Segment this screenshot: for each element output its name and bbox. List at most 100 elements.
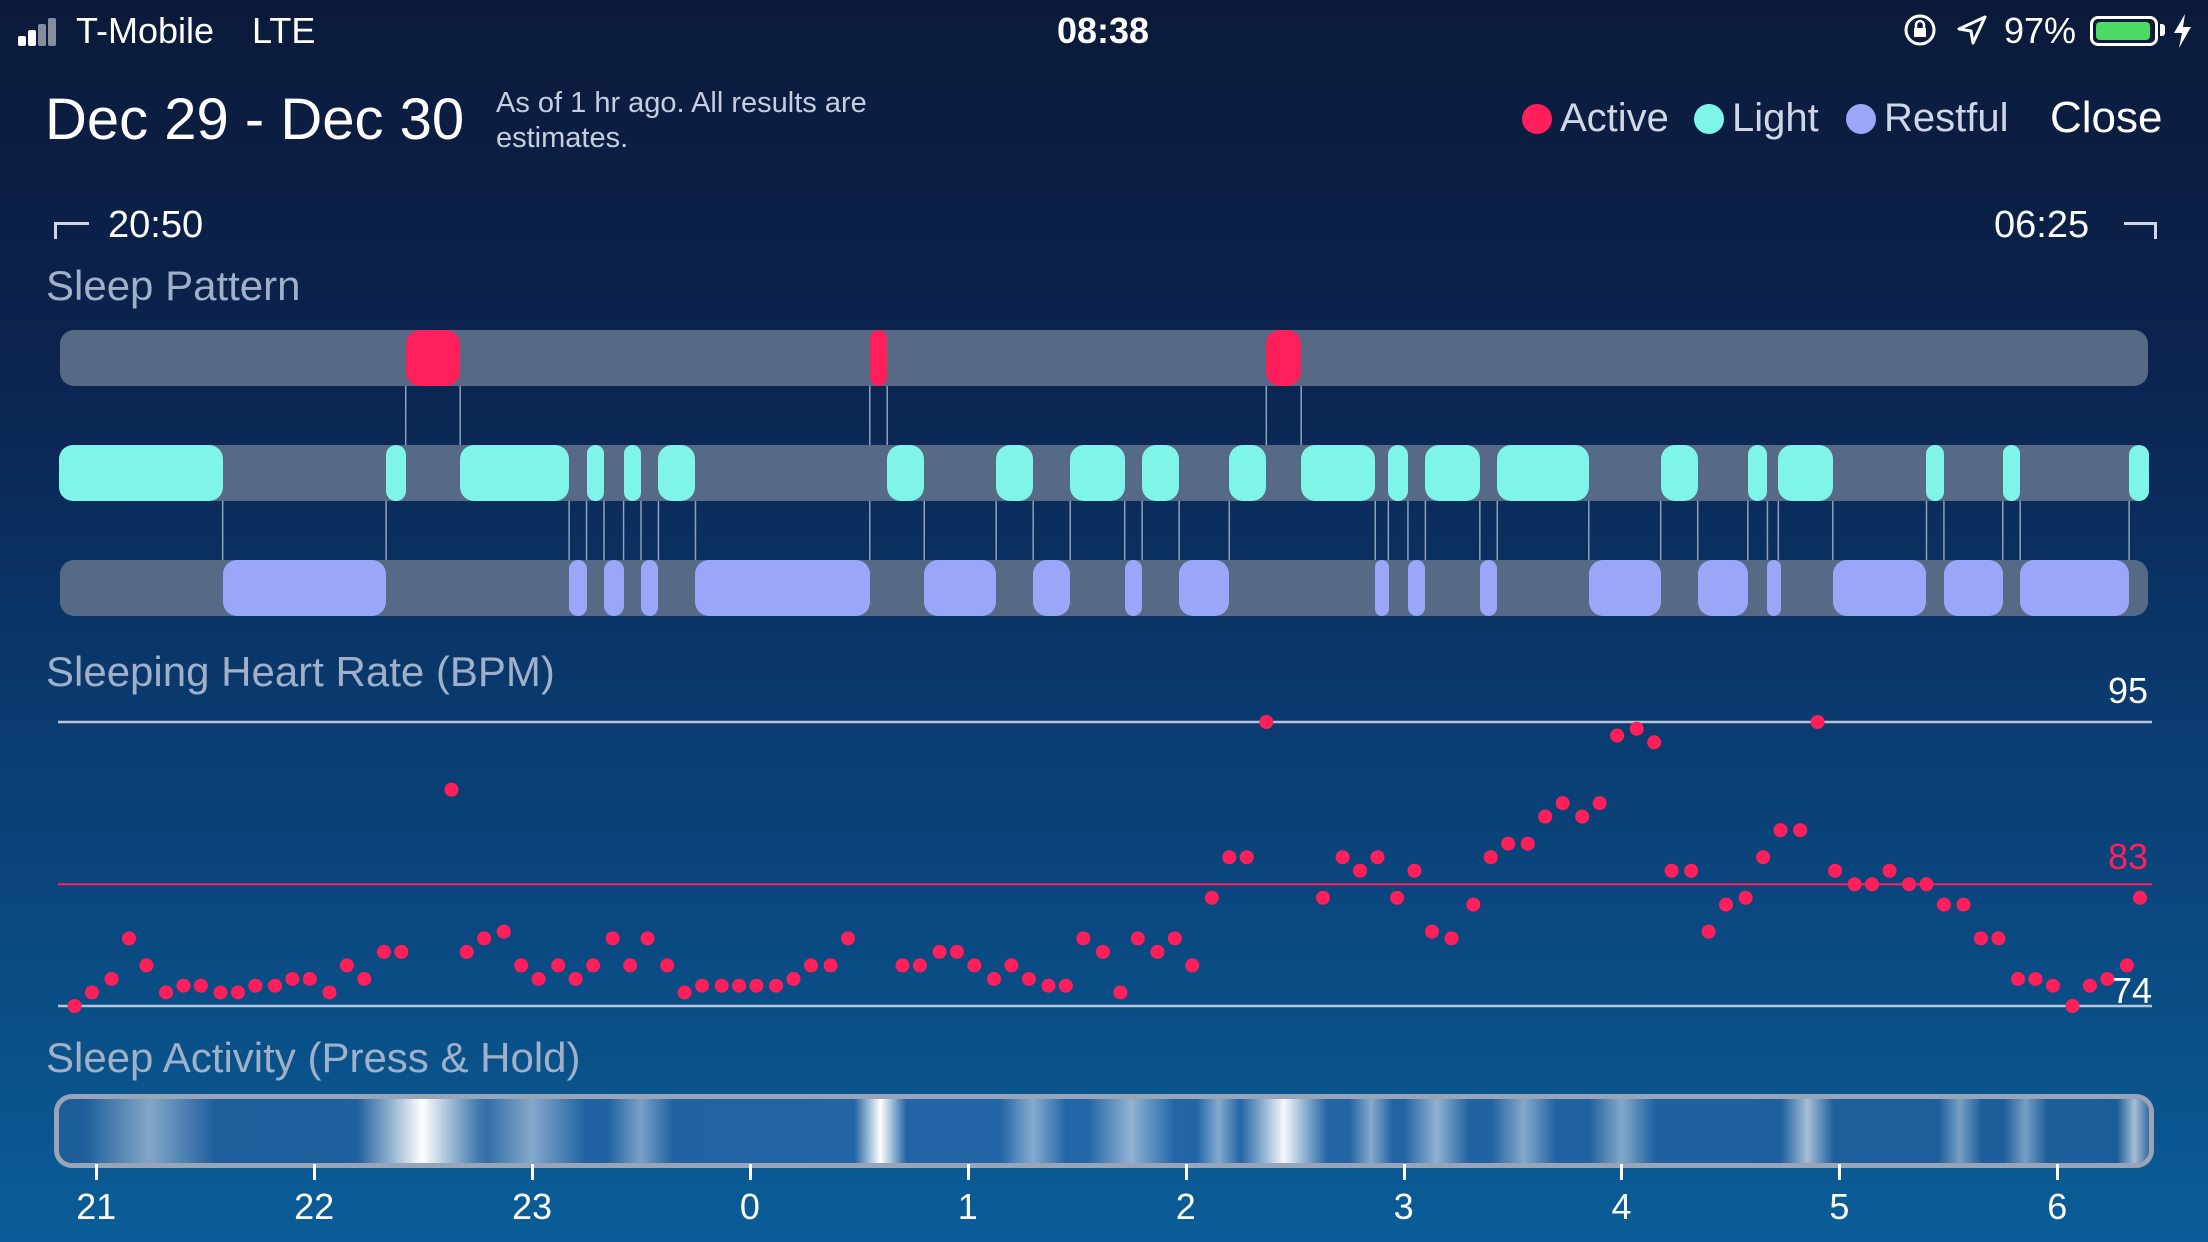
carrier-label: T-Mobile [76,10,215,51]
hr-point [586,958,601,973]
light-segment[interactable] [2129,445,2149,501]
restful-segment[interactable] [1943,560,2003,616]
hr-point [1664,863,1679,878]
restful-segment[interactable] [1832,560,1927,616]
restful-segment[interactable] [695,560,870,616]
active-segment[interactable] [1266,330,1302,386]
light-segment[interactable] [460,445,570,501]
hr-point [2100,971,2115,986]
hr-point [1538,809,1553,824]
light-segment[interactable] [1070,445,1125,501]
active-segment[interactable] [405,330,461,386]
light-segment[interactable] [623,445,641,501]
hr-point [1973,931,1988,946]
hr-point [1466,897,1481,912]
light-segment[interactable] [586,445,604,501]
sleep-pattern-title: Sleep Pattern [46,262,301,309]
hr-point [803,958,818,973]
restful-segment[interactable] [569,560,587,616]
close-button[interactable]: Close [2050,93,2163,142]
hr-point [1424,924,1439,939]
hr-point [84,985,99,1000]
hr-point [1575,809,1590,824]
light-segment[interactable] [1388,445,1408,501]
restful-segment[interactable] [1375,560,1390,616]
light-segment[interactable] [1747,445,1768,501]
axis-tick-label: 3 [1393,1186,1414,1227]
restful-segment[interactable] [603,560,624,616]
sleep-activity-scrubber[interactable] [54,1094,2154,1168]
restful-segment[interactable] [1124,560,1143,616]
restful-segment[interactable] [1767,560,1782,616]
light-segment[interactable] [1301,445,1376,501]
axis-tick-label: 6 [2047,1186,2068,1227]
battery-cap [2160,24,2165,36]
hr-point [840,931,855,946]
restful-segment[interactable] [1479,560,1498,616]
light-segment[interactable] [1660,445,1698,501]
hr-point [568,971,583,986]
legend-label: Light [1732,96,1819,140]
hr-point [1738,890,1753,905]
hr-point [444,782,459,797]
hr-avg-label: 83 [2108,836,2149,877]
clock: 08:38 [1057,10,1150,51]
axis-tick [2056,1164,2060,1180]
light-segment[interactable] [59,445,223,501]
hr-point [1629,721,1644,736]
restful-segment[interactable] [641,560,659,616]
hr-point [823,958,838,973]
restful-segment[interactable] [1033,560,1071,616]
hr-point [967,958,982,973]
restful-segment[interactable] [924,560,997,616]
legend-active: Active [1522,96,1669,141]
hr-point [1865,877,1880,892]
restful-segment[interactable] [1697,560,1748,616]
hr-point [912,958,927,973]
hr-point [1222,850,1237,865]
hr-min-label: 74 [2112,970,2153,1011]
hr-point [514,958,529,973]
hr-point [1810,715,1825,729]
end-time: 06:25 [1994,204,2090,246]
axis-tick [1838,1164,1842,1180]
light-segment[interactable] [1926,445,1944,501]
hr-point [230,985,245,1000]
restful-segment[interactable] [222,560,387,616]
activity-heatmap [59,1099,2149,1163]
hr-point [605,931,620,946]
legend-restful: Restful [1846,96,2009,141]
light-segment[interactable] [1425,445,1480,501]
hr-point [660,958,675,973]
hr-point [1902,877,1917,892]
restful-segment[interactable] [1407,560,1426,616]
hr-point [2010,971,2025,986]
start-time: 20:50 [108,204,204,246]
legend-label: Active [1560,96,1669,140]
hr-point [640,931,655,946]
hr-point [1150,944,1165,959]
light-segment[interactable] [658,445,696,501]
hr-point [1610,728,1625,743]
light-segment[interactable] [887,445,925,501]
restful-segment[interactable] [1179,560,1230,616]
hr-point [732,978,747,993]
light-segment[interactable] [2002,445,2021,501]
light-segment[interactable] [1142,445,1180,501]
restful-segment[interactable] [1588,560,1661,616]
charging-icon [2174,14,2191,48]
light-segment[interactable] [996,445,1034,501]
light-segment[interactable] [386,445,406,501]
light-segment[interactable] [1778,445,1833,501]
hr-point [1956,897,1971,912]
light-segment[interactable] [1497,445,1589,501]
end-bracket-icon [2124,222,2157,239]
light-segment[interactable] [1229,445,1267,501]
restful-segment[interactable] [2020,560,2130,616]
hr-point [121,931,136,946]
hr-point [1204,890,1219,905]
hr-point [1076,931,1091,946]
hr-point [1335,850,1350,865]
active-segment[interactable] [869,330,888,386]
